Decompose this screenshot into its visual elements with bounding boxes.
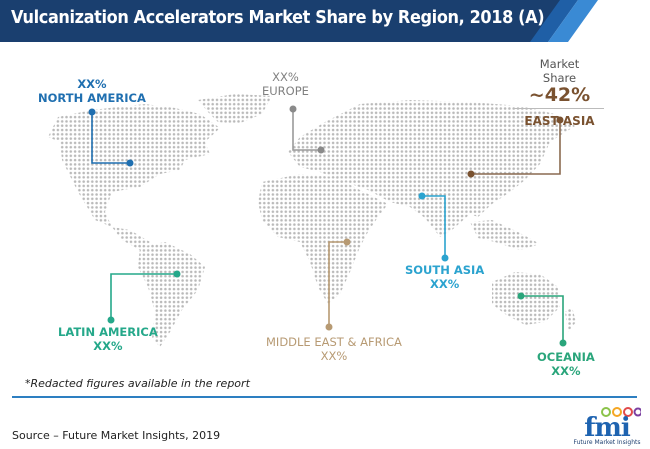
- continent-new-zealand: [565, 307, 576, 332]
- marker-east-asia: [556, 116, 564, 124]
- south-asia-value: XX%: [429, 277, 460, 291]
- mea-value: XX%: [320, 349, 348, 363]
- label-south-asia: SOUTH ASIA XX%: [405, 263, 484, 291]
- mea-name: MIDDLE EAST & AFRICA: [266, 335, 402, 349]
- south-asia-name: SOUTH ASIA: [405, 263, 485, 277]
- east-asia-market-share-label: Market Share: [539, 57, 580, 85]
- marker-oceania-end: [559, 339, 567, 347]
- marker-east-asia-end: [467, 170, 475, 178]
- leader-mea: [328, 241, 347, 327]
- marker-south-asia: [418, 192, 426, 200]
- europe-name: EUROPE: [262, 84, 309, 98]
- marker-north-america: [88, 108, 96, 116]
- oceania-name: OCEANIA: [537, 350, 595, 364]
- marker-europe: [289, 105, 297, 113]
- continent-africa: [258, 174, 388, 304]
- continent-central-america: [112, 227, 150, 250]
- label-north-america: XX% NORTH AMERICA: [38, 77, 146, 105]
- marker-oceania: [517, 292, 525, 300]
- leader-north-america: [91, 112, 130, 164]
- marker-north-america-end: [126, 159, 134, 167]
- label-latin-america: LATIN AMERICA XX%: [58, 325, 158, 353]
- continent-eurasia: [288, 100, 575, 237]
- redacted-note: *Redacted figures available in the repor…: [25, 377, 250, 390]
- continent-australia: [492, 272, 560, 325]
- logo-text: fmi: [584, 413, 631, 443]
- page-title: Vulcanization Accelerators Market Share …: [11, 8, 545, 28]
- north-america-value: XX%: [77, 77, 107, 91]
- continent-greenland: [198, 94, 272, 124]
- east-asia-divider: [514, 108, 604, 109]
- label-oceania: OCEANIA XX%: [537, 350, 595, 378]
- marker-south-asia-end: [441, 254, 449, 262]
- fmi-logo: fmi Future Market Insights: [571, 403, 643, 447]
- europe-value: XX%: [272, 70, 299, 84]
- continent-north-america: [48, 104, 220, 227]
- east-asia-name: EAST ASIA: [524, 114, 595, 128]
- header-background: [0, 0, 598, 42]
- marker-latin-america-end: [107, 316, 115, 324]
- marker-latin-america: [173, 270, 181, 278]
- leader-latin-america: [110, 273, 177, 320]
- leader-east-asia: [471, 120, 561, 175]
- marker-mea-end: [325, 323, 333, 331]
- continent-south-america: [138, 242, 205, 347]
- leader-south-asia: [422, 195, 446, 258]
- logo-subtext: Future Market Insights: [573, 439, 641, 446]
- marker-mea: [343, 238, 351, 246]
- leader-europe: [292, 109, 321, 151]
- latin-america-value: XX%: [93, 339, 123, 353]
- leader-oceania: [521, 295, 564, 343]
- continent-se-asia: [470, 220, 540, 250]
- label-europe: XX% EUROPE: [262, 70, 309, 98]
- north-america-name: NORTH AMERICA: [38, 91, 146, 105]
- marker-europe-end: [317, 146, 325, 154]
- header-banner: Vulcanization Accelerators Market Share …: [0, 0, 650, 42]
- east-asia-value: ~42%: [528, 84, 591, 106]
- dotted-world-map: [48, 94, 576, 347]
- latin-america-name: LATIN AMERICA: [58, 325, 158, 339]
- oceania-value: XX%: [551, 364, 581, 378]
- source-text: Source – Future Market Insights, 2019: [12, 429, 221, 442]
- label-middle-east-africa: MIDDLE EAST & AFRICA XX%: [266, 335, 402, 363]
- label-east-asia: Market Share ~42% EAST ASIA: [514, 57, 604, 128]
- footer-divider: [12, 396, 637, 398]
- logo-dots-icon: [601, 407, 641, 417]
